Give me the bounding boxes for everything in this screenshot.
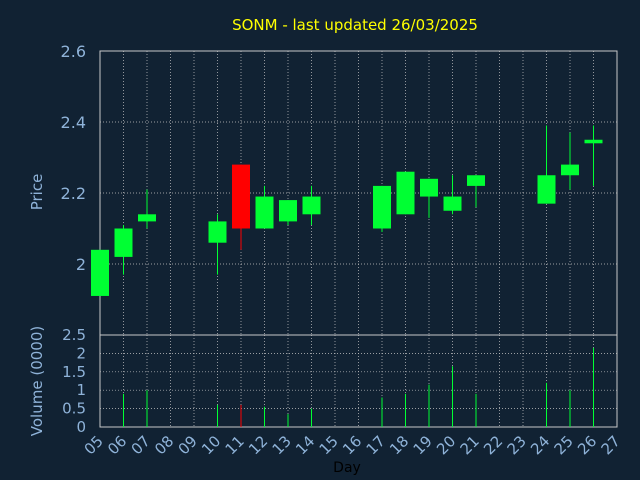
volume-tick-label: 1 [76, 381, 86, 399]
volume-panel: 00.511.522.5 [62, 326, 618, 436]
candle-body [443, 196, 462, 211]
candle-body [138, 214, 156, 222]
candle-body [114, 228, 133, 257]
volume-axis-label: Volume (0000) [28, 326, 46, 436]
price-panel: 2 2.2 2.4 2.6 [61, 42, 618, 336]
price-tick-label: 2 [76, 255, 86, 274]
candle-body [373, 185, 391, 229]
candle-body [279, 200, 297, 222]
candle-body [420, 178, 438, 197]
candle-body [255, 196, 274, 229]
candle-body [208, 221, 227, 243]
candle-body [232, 164, 250, 229]
candle-body [302, 196, 321, 215]
candle-body [537, 175, 556, 204]
price-tick-label: 2.4 [61, 113, 86, 132]
price-tick-label: 2.6 [61, 42, 86, 61]
candle-body [561, 164, 579, 176]
x-axis: 0506070809101112131415161718192021222324… [81, 432, 624, 458]
price-axis-label: Price [28, 174, 46, 211]
candle-body [91, 249, 109, 296]
x-axis-label: Day [333, 460, 361, 476]
volume-tick-label: 0 [76, 418, 86, 436]
volume-tick-label: 2.5 [62, 326, 86, 344]
volume-tick-label: 2 [76, 344, 86, 362]
candle-body [584, 139, 603, 144]
candle-body [467, 175, 485, 186]
volume-tick-label: 1.5 [62, 363, 86, 381]
price-tick-label: 2.2 [61, 184, 86, 203]
chart-title: SONM - last updated 26/03/2025 [232, 16, 478, 34]
volume-tick-label: 0.5 [62, 400, 86, 418]
candle-body [396, 171, 415, 215]
